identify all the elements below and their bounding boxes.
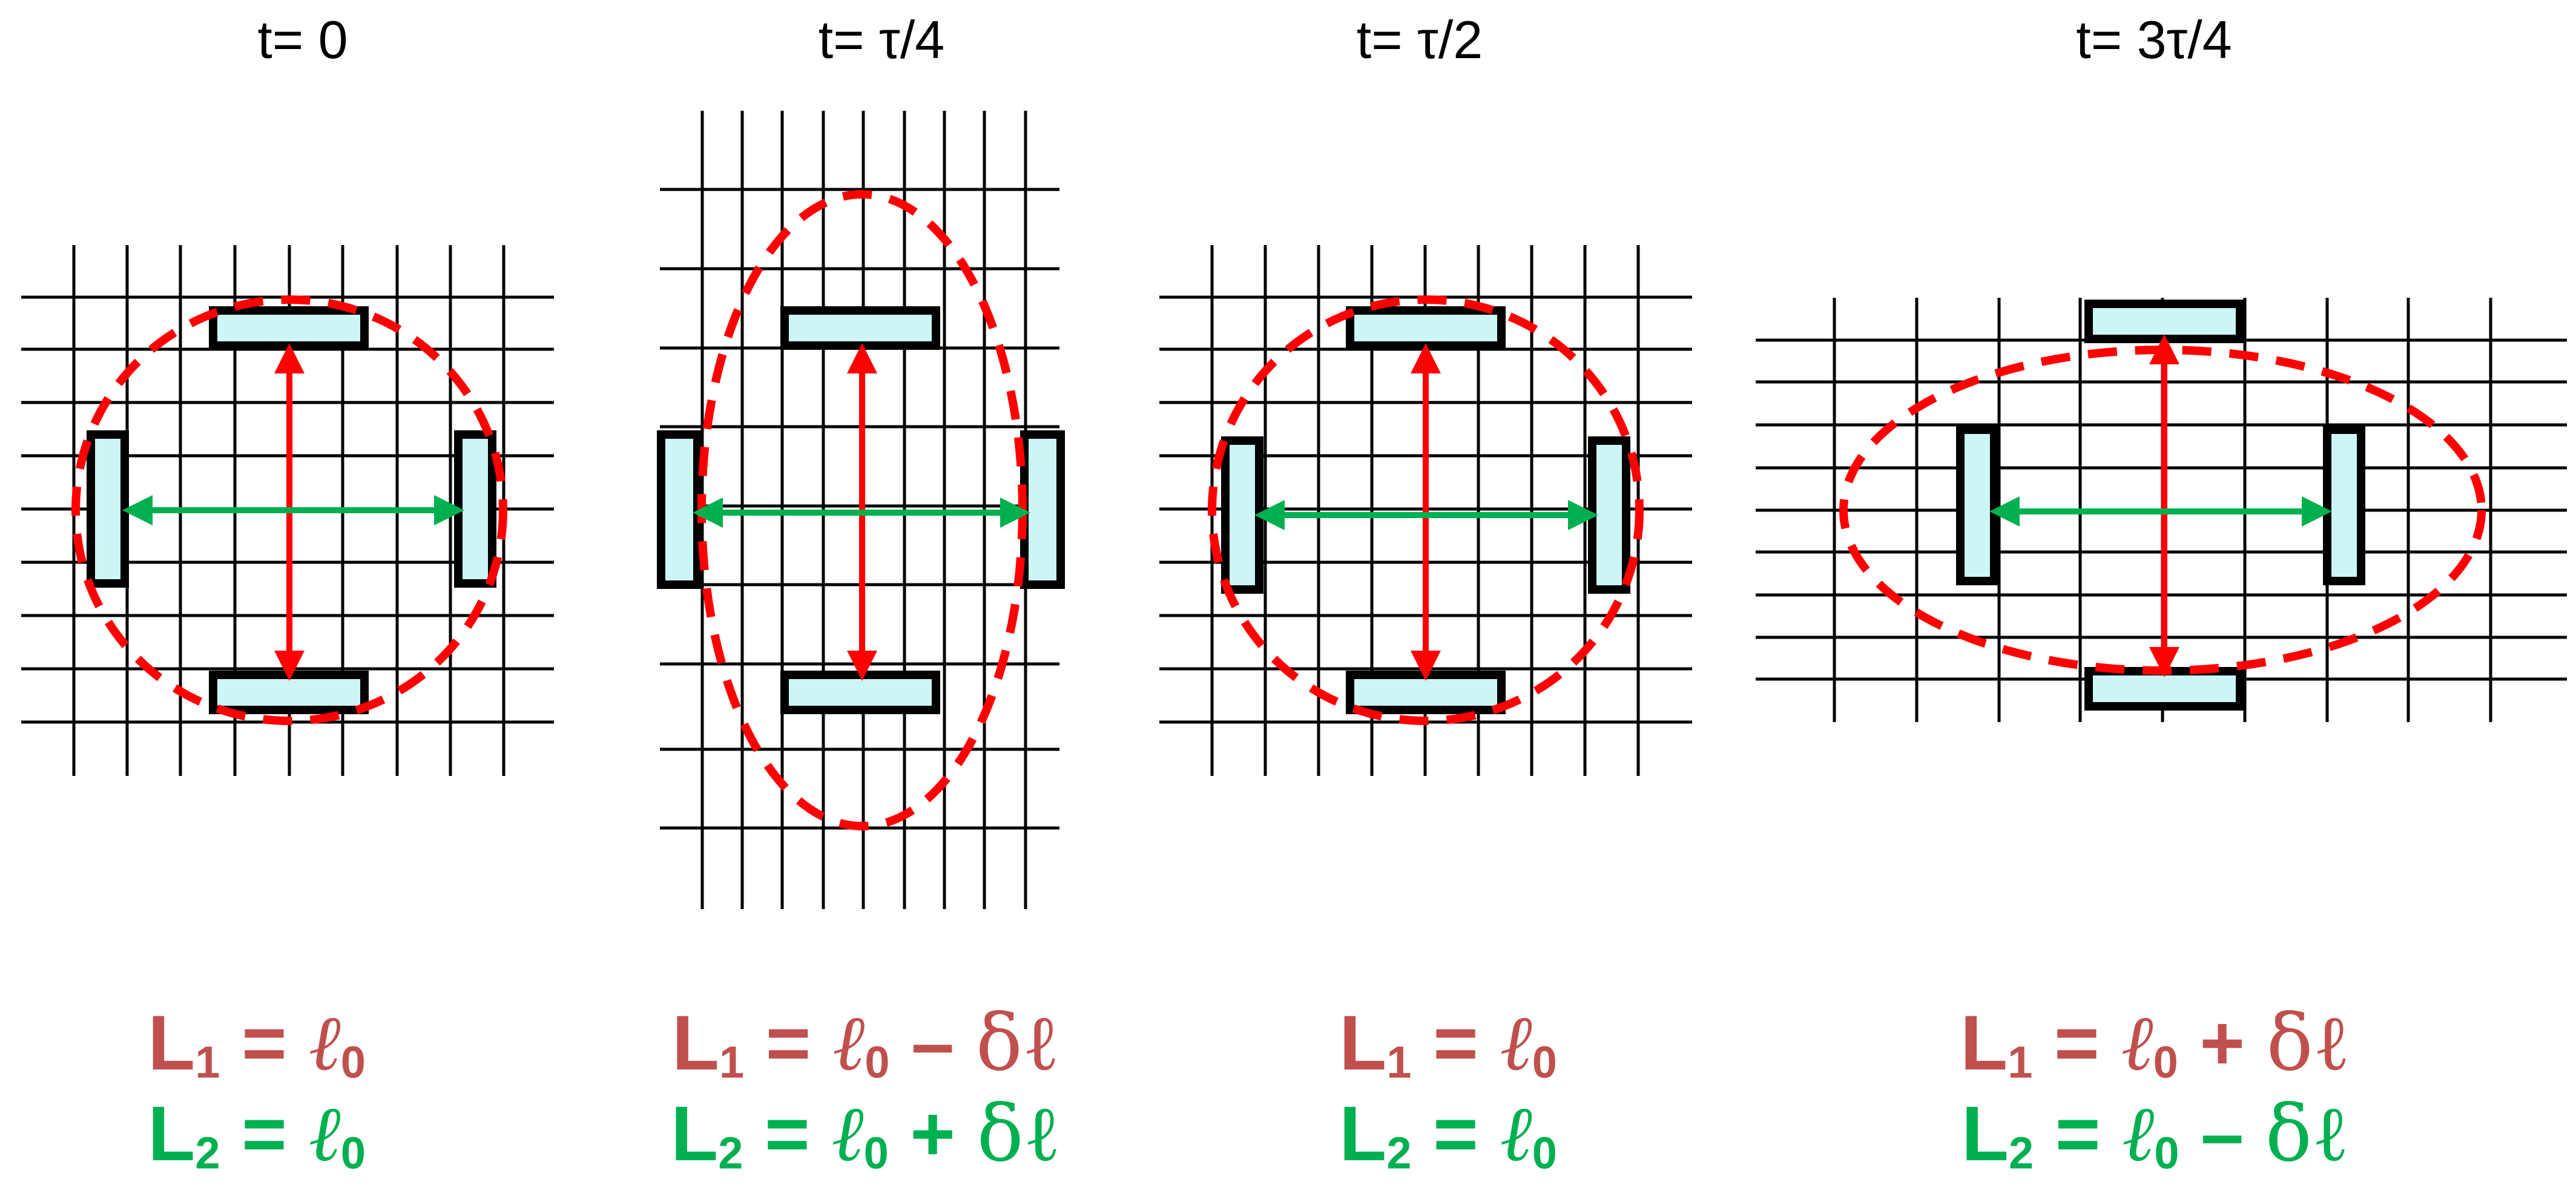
panel-title-t0: t= 0	[257, 10, 348, 70]
mirror-block	[2084, 300, 2244, 343]
mirror-block	[1020, 430, 1065, 589]
equation-l1-t-half: L1 = ℓ0	[1339, 998, 1557, 1088]
mirror-block	[1221, 436, 1263, 594]
mirror-block	[780, 306, 940, 350]
mirror-block	[1956, 425, 1998, 585]
panel-t-quarter	[657, 111, 1065, 909]
mirror-block	[1346, 671, 1506, 714]
panel-t-half	[1159, 245, 1692, 776]
mirror-block	[657, 430, 702, 589]
panel-title-t-three-quarter: t= 3τ/4	[2076, 10, 2232, 70]
deformation-ellipse	[71, 295, 507, 725]
mirror-block	[2323, 425, 2365, 585]
equation-l1-t-quarter: L1 = ℓ0 – δℓ	[671, 998, 1060, 1088]
equation-l2-t0: L2 = ℓ0	[148, 1089, 366, 1179]
panel-t0	[21, 245, 554, 776]
mirror-block	[1588, 436, 1630, 594]
equation-l2-t-quarter: L2 = ℓ0 + δℓ	[671, 1089, 1061, 1179]
mirror-block	[2084, 667, 2244, 711]
mirror-block	[780, 671, 940, 714]
mirror-block	[454, 430, 496, 588]
equation-l2-t-three-quarter: L2 = ℓ0 – δℓ	[1961, 1089, 2350, 1179]
equation-l2-t-half: L2 = ℓ0	[1339, 1089, 1557, 1179]
panel-title-t-quarter: t= τ/4	[818, 10, 945, 70]
panel-t-three-quarter	[1756, 298, 2567, 722]
mirror-block	[87, 430, 129, 588]
panel-title-t-half: t= τ/2	[1356, 10, 1483, 70]
mirror-block	[209, 306, 369, 350]
equation-l1-t0: L1 = ℓ0	[148, 998, 366, 1088]
equation-l1-t-three-quarter: L1 = ℓ0 + δℓ	[1960, 998, 2350, 1088]
mirror-block	[1346, 306, 1506, 350]
mirror-block	[209, 671, 369, 714]
deformation-ellipse	[1208, 295, 1644, 725]
